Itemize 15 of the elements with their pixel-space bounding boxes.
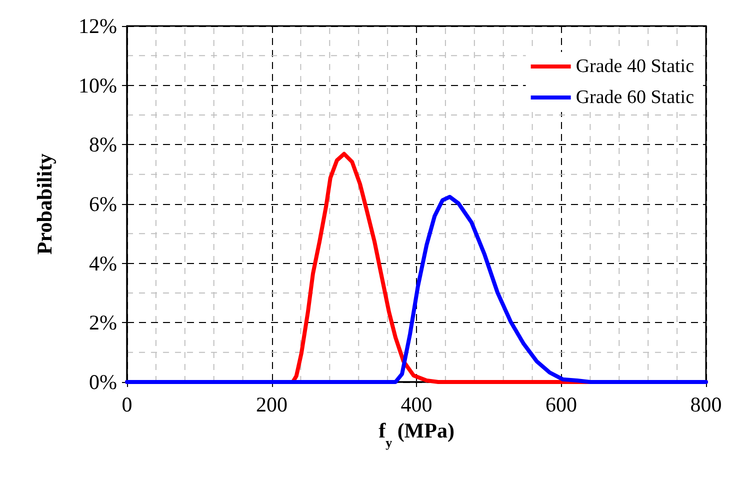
y-tick-label: 6% <box>89 192 117 216</box>
y-tick-label: 0% <box>89 370 117 394</box>
x-tick-label: 800 <box>690 392 722 416</box>
y-tick-label: 10% <box>78 73 117 98</box>
y-tick-label: 8% <box>89 132 117 157</box>
y-tick-label: 12% <box>78 14 117 38</box>
legend-label: Grade 40 Static <box>576 56 694 77</box>
x-tick-label: 600 <box>546 392 577 416</box>
x-tick-label: 400 <box>400 392 432 416</box>
x-tick-label: 200 <box>256 392 288 416</box>
x-tick-label: 0 <box>122 392 132 416</box>
y-axis-title: Probability <box>32 152 56 255</box>
y-tick-label: 4% <box>89 251 117 276</box>
legend-label: Grade 60 Static <box>576 87 694 108</box>
y-tick-label: 2% <box>89 310 117 335</box>
